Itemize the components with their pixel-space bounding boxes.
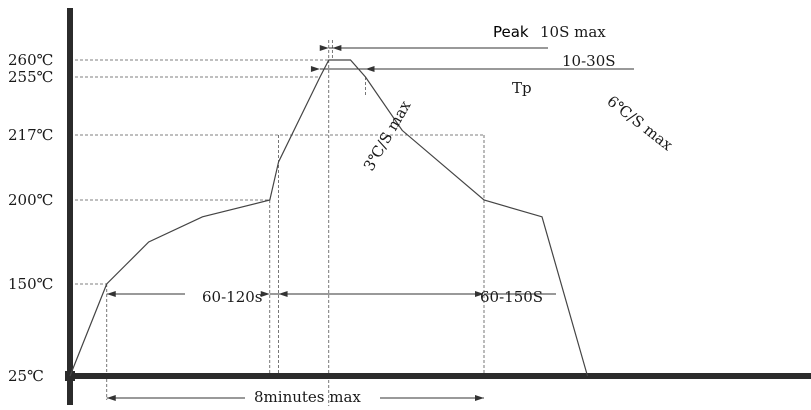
peak-time-label: 10S max bbox=[540, 23, 606, 41]
arrowhead bbox=[365, 66, 375, 72]
total-time-label: 8minutes max bbox=[254, 388, 361, 406]
y-tick-label: 25℃ bbox=[8, 367, 44, 385]
guide-lines bbox=[70, 40, 485, 406]
arrowhead bbox=[475, 395, 484, 401]
arrowhead bbox=[475, 291, 484, 297]
tp-label: Tp bbox=[512, 79, 532, 97]
y-tick-label: 150℃ bbox=[8, 275, 53, 293]
arrowhead bbox=[319, 45, 329, 51]
ramp-down-label: 6℃/S max bbox=[604, 92, 677, 155]
time-above-255-label: 10-30S bbox=[562, 52, 616, 70]
arrowhead bbox=[278, 291, 288, 297]
temperature-profile-line bbox=[69, 59, 589, 377]
y-tick-label: 255℃ bbox=[8, 68, 53, 86]
arrowhead bbox=[106, 395, 116, 401]
time-above-217-label: 60-150S bbox=[480, 288, 543, 306]
y-tick-label: 217℃ bbox=[8, 126, 53, 144]
arrowhead bbox=[106, 291, 116, 297]
arrowhead bbox=[332, 45, 342, 51]
y-tick-label: 200℃ bbox=[8, 191, 53, 209]
preheat-label: 60-120s bbox=[202, 288, 262, 306]
dimension-arrows bbox=[65, 45, 634, 401]
peak-label: Peak bbox=[493, 23, 529, 41]
arrowhead bbox=[310, 66, 320, 72]
y-tick-label: 260℃ bbox=[8, 51, 53, 69]
arrowhead bbox=[260, 291, 270, 297]
